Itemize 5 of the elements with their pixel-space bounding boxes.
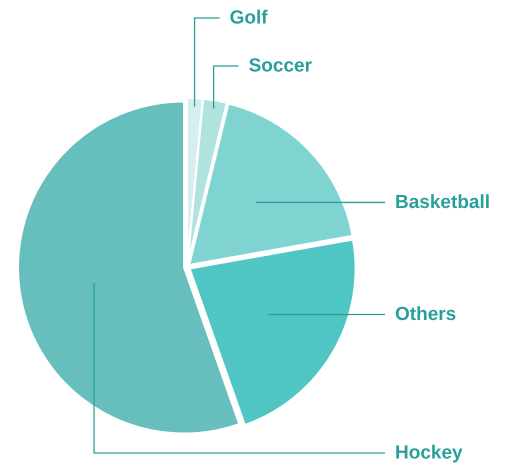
- slice-label: Soccer: [248, 56, 313, 76]
- slice-label: Golf: [230, 8, 268, 28]
- slice-label: Basketball: [395, 192, 490, 213]
- slice-label: Others: [395, 304, 456, 325]
- slice-label: Hockey: [395, 442, 464, 464]
